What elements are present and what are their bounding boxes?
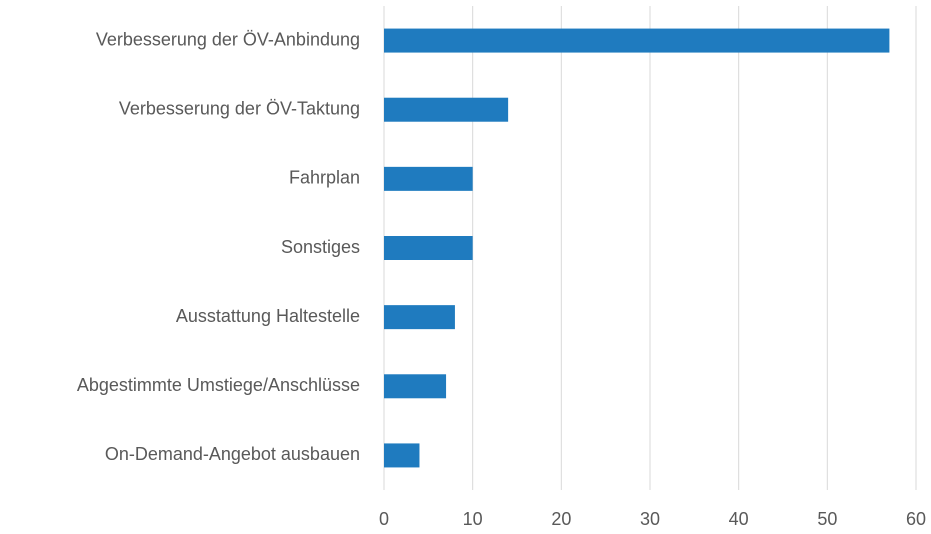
y-tick-label: Verbesserung der ÖV-Anbindung (96, 29, 360, 49)
bar (384, 236, 473, 260)
bar (384, 166, 473, 191)
x-tick-label: 20 (551, 509, 571, 529)
x-tick-label: 60 (906, 509, 926, 529)
bar (384, 97, 509, 122)
x-tick-label: 40 (729, 509, 749, 529)
bar (384, 28, 890, 53)
y-tick-label: Ausstattung Haltestelle (176, 306, 360, 326)
y-tick-label: Abgestimmte Umstiege/Anschlüsse (77, 375, 360, 395)
x-tick-label: 0 (379, 509, 389, 529)
y-tick-label: Verbesserung der ÖV-Taktung (119, 98, 360, 118)
y-tick-label: Sonstiges (281, 237, 360, 257)
y-tick-label: Fahrplan (289, 168, 360, 188)
x-tick-label: 10 (463, 509, 483, 529)
y-tick-label: On-Demand-Angebot ausbauen (105, 444, 360, 464)
x-tick-label: 30 (640, 509, 660, 529)
bar (384, 443, 420, 468)
x-tick-label: 50 (817, 509, 837, 529)
bar (384, 305, 455, 330)
bar (384, 374, 447, 399)
